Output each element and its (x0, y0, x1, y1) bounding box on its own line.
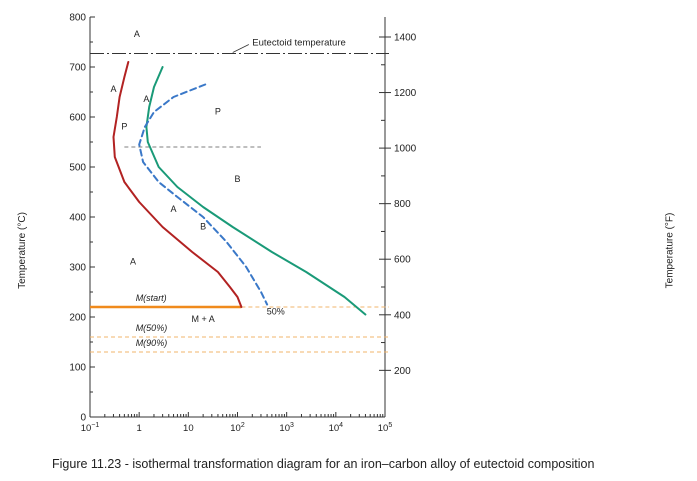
x-tick-label: 105 (378, 422, 393, 434)
region-label: A (171, 204, 177, 214)
figure-caption: Figure 11.23 - isothermal transformation… (52, 457, 595, 471)
transformation-finish-curve (145, 66, 367, 316)
y-tick-label-left: 700 (69, 63, 86, 74)
region-label: A (110, 84, 116, 94)
y-tick-label-right: 400 (394, 310, 411, 321)
x-tick-base: 10 (279, 423, 290, 434)
x-tick-base: 10 (183, 423, 194, 434)
x-tick-base: 10 (81, 423, 92, 434)
y-tick-label-right: 1200 (394, 88, 417, 99)
region-label: A (134, 29, 140, 39)
y-tick-label-right: 600 (394, 255, 411, 266)
eutectoid-pointer (232, 44, 250, 53)
region-label: A (130, 257, 136, 267)
x-tick-exponent: 2 (241, 422, 245, 429)
eutectoid-label: Eutectoid temperature (252, 38, 345, 49)
y-tick-label-right: 1000 (394, 144, 417, 155)
region-label: 50% (267, 307, 285, 317)
y-axis-title-right: Temperature (°F) (660, 212, 680, 295)
y-tick-label-left: 600 (69, 113, 86, 124)
y-tick-label-left: 200 (69, 313, 86, 324)
x-tick-label: 10−1 (81, 422, 100, 434)
martensite-label: M(50%) (136, 323, 168, 333)
transformation-start-curve (112, 61, 243, 308)
y-tick-label-right: 1400 (394, 33, 417, 44)
y-axis-title-right-text: Temperature (°F) (664, 212, 676, 289)
region-label: B (234, 174, 240, 184)
x-tick-label: 104 (329, 422, 344, 434)
y-tick-label-left: 0 (80, 413, 86, 424)
x-tick-exponent: −1 (91, 422, 99, 429)
y-tick-label-left: 300 (69, 263, 86, 274)
region-label: P (121, 122, 127, 132)
y-axis-title-left: Temperature (°C) (14, 212, 34, 295)
x-tick-label: 1 (137, 423, 142, 434)
martensite-label: M(90%) (136, 338, 168, 348)
region-label: B (200, 222, 206, 232)
region-label: A (143, 94, 149, 104)
x-tick-exponent: 3 (290, 422, 294, 429)
x-tick-exponent: 5 (388, 422, 392, 429)
y-tick-label-left: 800 (69, 13, 86, 24)
x-tick-base: 10 (230, 423, 241, 434)
x-tick-base: 10 (378, 423, 389, 434)
x-tick-label: 103 (279, 422, 294, 434)
y-tick-label-right: 200 (394, 366, 411, 377)
y-tick-label-left: 400 (69, 213, 86, 224)
y-tick-label-left: 100 (69, 363, 86, 374)
x-tick-base: 10 (329, 423, 340, 434)
x-tick-exponent: 4 (339, 422, 343, 429)
region-label: P (215, 107, 221, 117)
y-axis-title-left-text: Temperature (°C) (16, 212, 28, 289)
x-tick-label: 102 (230, 422, 245, 434)
y-tick-label-left: 500 (69, 163, 86, 174)
x-tick-label: 10 (183, 423, 194, 434)
y-tick-label-right: 800 (394, 199, 411, 210)
region-label: M + A (192, 314, 215, 324)
x-tick-base: 1 (137, 423, 142, 434)
martensite-label: M(start) (136, 293, 167, 303)
fifty-percent-curve (138, 83, 269, 306)
